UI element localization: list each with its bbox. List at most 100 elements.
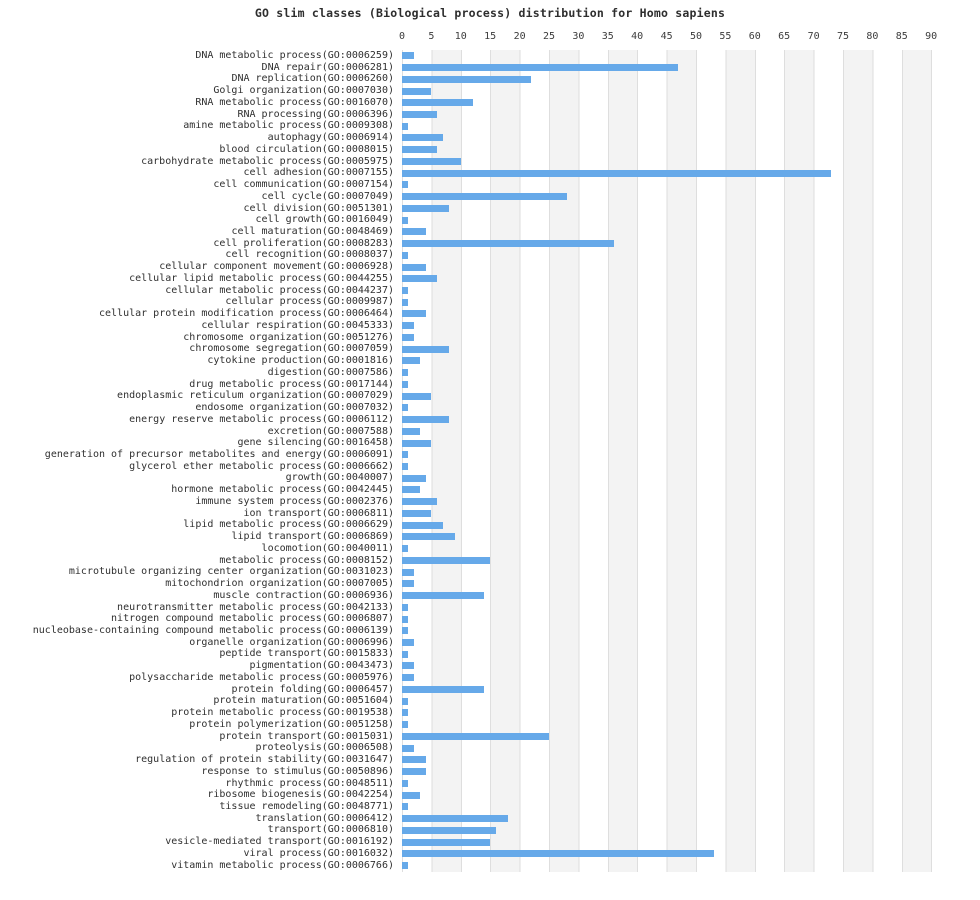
bar-row <box>402 484 932 496</box>
category-label: DNA replication(GO:0006260) <box>231 73 394 85</box>
bar-row <box>402 625 932 637</box>
category-label: vitamin metabolic process(GO:0006766) <box>171 859 394 871</box>
bar <box>402 416 450 424</box>
bar <box>402 181 408 189</box>
category-label: cellular protein modification process(GO… <box>98 308 394 320</box>
bar <box>402 709 408 717</box>
category-label: cellular metabolic process(GO:0044237) <box>165 284 394 296</box>
bar-row <box>402 390 932 402</box>
category-label: cell adhesion(GO:0007155) <box>243 167 394 179</box>
bar-row <box>402 437 932 449</box>
category-label: tissue remodeling(GO:0048771) <box>219 801 394 812</box>
bar <box>402 568 414 576</box>
bar <box>402 216 408 224</box>
bar-row <box>402 167 932 179</box>
category-label: cellular process(GO:0009987) <box>225 296 394 308</box>
bar <box>402 486 420 494</box>
bar-row <box>402 590 932 602</box>
bar-row <box>402 566 932 578</box>
bar-row <box>402 144 932 156</box>
bar-row <box>402 519 932 531</box>
bar <box>402 263 426 271</box>
bar-row <box>402 778 932 790</box>
x-tick-label: 90 <box>925 31 938 42</box>
category-label: growth(GO:0040007) <box>285 472 394 484</box>
bar <box>402 639 414 647</box>
bar-row <box>402 719 932 731</box>
bar <box>402 815 508 823</box>
category-label: excretion(GO:0007588) <box>267 425 394 437</box>
bar-row <box>402 836 932 848</box>
bar-row <box>402 191 932 203</box>
bar-row <box>402 203 932 215</box>
bar <box>402 169 832 177</box>
bar-row <box>402 50 932 62</box>
bar <box>402 204 450 212</box>
category-label: polysaccharide metabolic process(GO:0005… <box>129 671 394 683</box>
category-label: cell growth(GO:0016049) <box>255 214 394 226</box>
bar-row <box>402 848 932 860</box>
bar <box>402 322 414 330</box>
bar <box>402 650 408 658</box>
x-axis-tick-labels: 0 5 10 15 20 25 30 35 40 45 50 55 60 65 70 75 80 85 90 <box>398 31 937 45</box>
bar <box>402 744 414 752</box>
bar-row <box>402 426 932 438</box>
bar-row <box>402 238 932 250</box>
bar-row <box>402 85 932 97</box>
bar <box>402 146 438 154</box>
category-label: blood circulation(GO:0008015) <box>219 143 394 155</box>
bar <box>402 826 497 834</box>
category-label: pigmentation(GO:0043473) <box>249 660 395 672</box>
bar <box>402 357 420 365</box>
category-label: endosome organization(GO:0007032) <box>195 402 394 414</box>
bar <box>402 310 426 318</box>
bar-row <box>402 472 932 484</box>
category-label: protein metabolic process(GO:0019538) <box>171 707 394 719</box>
chart-title: GO slim classes (Biological process) dis… <box>254 6 726 20</box>
plot-area <box>402 50 932 872</box>
category-label: peptide transport(GO:0015833) <box>219 648 394 660</box>
bar <box>402 193 567 201</box>
bar-row <box>402 402 932 414</box>
category-label: glycerol ether metabolic process(GO:0006… <box>129 460 394 472</box>
bar <box>402 275 438 283</box>
x-tick-label: 30 <box>572 31 585 42</box>
x-tick-label: 70 <box>807 31 820 42</box>
category-label: mitochondrion organization(GO:0007005) <box>165 578 394 590</box>
category-label: muscle contraction(GO:0006936) <box>213 589 394 601</box>
category-label: metabolic process(GO:0008152) <box>219 554 394 566</box>
bar <box>402 463 408 470</box>
x-tick-label: 0 <box>398 31 406 42</box>
x-tick-label: 85 <box>895 31 908 42</box>
bar-row <box>402 860 932 872</box>
category-label: gene silencing(GO:0016458) <box>237 437 394 449</box>
bar-row <box>402 285 932 297</box>
category-label: cell maturation(GO:0048469) <box>231 226 394 238</box>
bar <box>402 545 408 553</box>
category-label: DNA metabolic process(GO:0006259) <box>195 50 394 61</box>
bar <box>402 791 420 799</box>
bar <box>402 768 426 776</box>
bar-row <box>402 273 932 285</box>
category-label: regulation of protein stability(GO:00316… <box>135 754 394 766</box>
x-tick-label: 40 <box>631 31 644 42</box>
bar-row <box>402 109 932 121</box>
category-label: viral process(GO:0016032) <box>243 847 394 859</box>
category-label: amine metabolic process(GO:0009308) <box>183 120 394 132</box>
category-label: protein folding(GO:0006457) <box>231 683 394 695</box>
category-label: neurotransmitter metabolic process(GO:00… <box>117 601 394 613</box>
category-label: carbohydrate metabolic process(GO:000597… <box>141 155 394 167</box>
x-tick-label: 60 <box>748 31 761 42</box>
category-label: digestion(GO:0007586) <box>267 366 394 378</box>
bar <box>402 64 679 72</box>
category-label: lipid transport(GO:0006869) <box>231 531 394 543</box>
category-label: protein maturation(GO:0051604) <box>213 695 394 707</box>
x-tick-label: 50 <box>689 31 703 42</box>
category-label: chromosome segregation(GO:0007059) <box>189 343 394 355</box>
bar <box>402 803 408 811</box>
bar-row <box>402 414 932 426</box>
bar <box>402 674 414 682</box>
bar <box>402 369 408 377</box>
x-tick-label: 80 <box>866 31 879 42</box>
category-label: rhythmic process(GO:0048511) <box>225 777 394 789</box>
